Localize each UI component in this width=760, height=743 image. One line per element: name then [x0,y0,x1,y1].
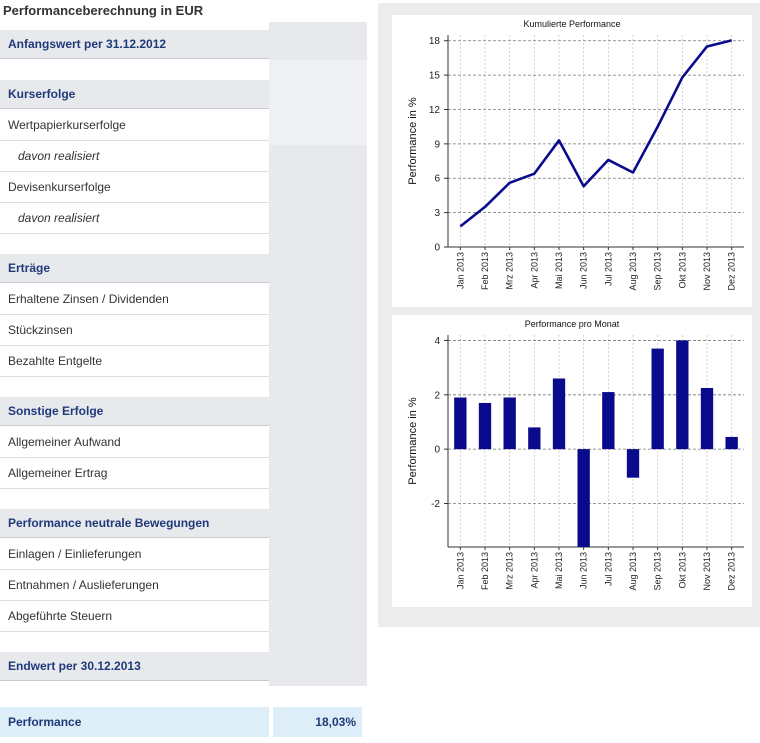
chart-0-xtick-label: Okt 2013 [677,252,687,289]
chart-1-bar [552,378,566,450]
cumulative-performance-chart: Kumulierte Performance 0 3 6 9 12 15 18 Performa… [407,19,744,291]
chart-1-ytick-label: -2 [431,499,440,510]
chart-1-xtick-label: Sep 2013 [653,552,663,591]
performance-value: 18,03% [273,707,362,737]
chart-0-xtick-label: Feb 2013 [480,252,490,290]
chart-1-bar [602,392,615,450]
chart-1-bar [626,449,640,478]
chart-0-ytick-label: 12 [429,105,441,116]
chart-0-xtick-label: Nov 2013 [702,252,712,291]
row-neutrale-bewegungen: Performance neutrale Bewegungen [0,509,269,538]
chart-1-xtick-label: Apr 2013 [529,552,539,589]
cumulative-chart-box: Kumulierte Performance 0 3 6 9 12 15 18 Performa… [392,15,752,307]
chart-0-xtick-label: Mrz 2013 [505,252,515,290]
chart-1-bar [454,397,467,450]
row-bezahlte-entgelte: Bezahlte Entgelte [0,346,269,377]
chart-0-xtick-label: Apr 2013 [529,252,539,289]
performance-label: Performance [0,707,269,737]
row-davon-realisiert-1: davon realisiert [0,141,269,172]
chart-1-bar [528,427,541,450]
chart-0-xtick-label: Sep 2013 [653,252,663,291]
performance-row: Performance 18,03% [0,707,362,737]
chart-1-xtick-label: Jun 2013 [579,552,589,589]
chart-0-xtick-label: Jan 2013 [455,252,465,289]
row-entnahmen: Entnahmen / Auslieferungen [0,570,269,601]
performance-table: Performanceberechnung in EUR Anfangswert… [0,0,370,743]
row-allgemeiner-ertrag: Allgemeiner Ertrag [0,458,269,489]
chart-1-ytick-label: 2 [434,390,440,401]
page-title: Performanceberechnung in EUR [3,3,204,18]
chart-1-xtick-label: Feb 2013 [480,552,490,590]
chart-0-xtick-label: Dez 2013 [727,252,737,291]
chart-1-xtick-label: Dez 2013 [727,552,737,591]
chart-1-ytick-label: 4 [434,336,440,347]
monthly-performance-chart: Performance pro Monat -2 0 2 4 Performance in… [407,319,744,591]
chart-1-bar [577,449,590,547]
chart-1-bar [651,348,664,450]
chart-0-xtick-label: Mai 2013 [554,252,564,289]
chart-0-series-line [459,39,732,228]
monthly-chart-box: Performance pro Monat -2 0 2 4 Performance in… [392,315,752,607]
chart-1-bar [700,388,714,450]
chart-1-ylabel: Performance in % [407,397,419,485]
chart-0-title: Kumulierte Performance [523,19,620,29]
row-anfangswert: Anfangswert per 31.12.2012 [0,30,269,59]
chart-0-ytick-label: 0 [434,243,440,254]
row-sonstige-erfolge: Sonstige Erfolge [0,397,269,426]
row-zinsen-dividenden: Erhaltene Zinsen / Dividenden [0,284,269,315]
chart-1-xtick-label: Aug 2013 [628,552,638,591]
row-steuern: Abgeführte Steuern [0,601,269,632]
chart-1-xtick-label: Okt 2013 [677,552,687,589]
chart-0-ytick-label: 6 [434,174,440,185]
row-allgemeiner-aufwand: Allgemeiner Aufwand [0,427,269,458]
chart-1-xtick-label: Mrz 2013 [505,552,515,590]
chart-0-ylabel: Performance in % [407,97,419,185]
chart-1-bar [725,436,738,450]
chart-1-title: Performance pro Monat [525,319,620,329]
row-kurserfolge: Kurserfolge [0,80,269,109]
value-column-highlight [269,60,367,145]
chart-1-xtick-label: Nov 2013 [702,552,712,591]
chart-0-ytick-label: 18 [429,36,441,47]
chart-0-ytick-label: 15 [429,71,441,82]
row-ertraege: Erträge [0,254,269,283]
chart-0-xtick-label: Aug 2013 [628,252,638,291]
row-wertpapierkurserfolge: Wertpapierkurserfolge [0,110,269,141]
chart-1-bar [503,397,516,450]
chart-0-ytick-label: 9 [434,139,440,150]
row-endwert: Endwert per 30.12.2013 [0,652,269,681]
chart-1-xtick-label: Mai 2013 [554,552,564,589]
row-devisenkurserfolge: Devisenkurserfolge [0,172,269,203]
chart-0-xtick-label: Jun 2013 [579,252,589,289]
row-einlagen: Einlagen / Einlieferungen [0,539,269,570]
chart-1-bar [478,402,492,450]
chart-1-xtick-label: Jul 2013 [603,552,613,586]
chart-1-xtick-label: Jan 2013 [455,552,465,589]
row-stueckzinsen: Stückzinsen [0,315,269,346]
chart-1-bar [676,340,689,450]
chart-0-xtick-label: Jul 2013 [603,252,613,286]
chart-1-ytick-label: 0 [434,445,440,456]
row-davon-realisiert-2: davon realisiert [0,203,269,234]
chart-panel: Kumulierte Performance 0 3 6 9 12 15 18 Performa… [378,3,760,627]
chart-0-ytick-label: 3 [434,208,440,219]
